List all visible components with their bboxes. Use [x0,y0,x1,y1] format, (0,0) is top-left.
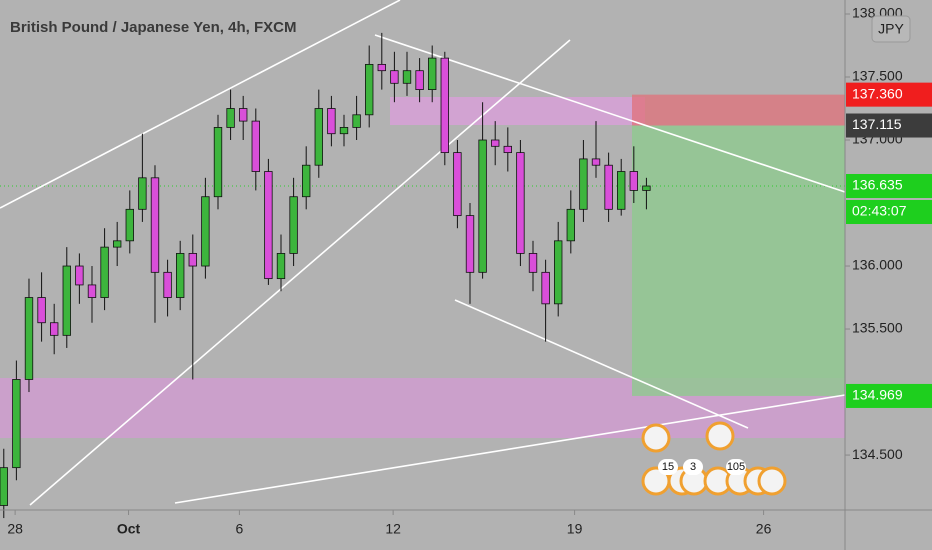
trendline [374,34,846,193]
event-badge [683,459,703,475]
countdown-box [846,200,932,225]
price-label-box [846,383,932,408]
event-icon [641,423,671,453]
candle-body [201,196,210,267]
candle-body [453,152,462,217]
candle-body [62,265,71,336]
event-badge [726,459,746,475]
candle-body [0,467,8,506]
countdown: 02:43:07 [852,203,907,219]
axes: 134.500135.500136.000137.000137.500138.0… [7,5,932,537]
candle-body [125,208,134,242]
candle-body [516,152,525,254]
candle-body [75,265,84,286]
candle-body [302,164,311,198]
candle-body [213,127,223,198]
candle-body [226,108,235,128]
candle-body [87,284,97,298]
trendline [0,0,401,209]
candle-body [289,196,298,254]
candle-body [491,139,500,147]
x-tick-label: 19 [567,521,583,537]
price-label-box [846,174,932,199]
candle-body [579,158,588,210]
candle-body [163,271,172,298]
events: 15 3 105 [641,421,787,496]
candle-body [50,322,59,336]
x-tick-label: 26 [756,521,772,537]
candle-body [503,145,512,154]
y-tick-label: 134.500 [852,446,903,462]
position-box [0,94,845,396]
trendline [29,39,571,506]
candle-body [566,208,575,242]
candle-body [591,158,601,166]
candle-body [176,253,185,298]
x-tick-label: 28 [7,521,23,537]
candle-body [239,108,248,122]
candle-body [465,215,475,273]
candle-body [415,70,424,90]
candle-body [402,70,412,84]
stop-zone [632,94,845,126]
candle-body [314,108,323,166]
candle-body [554,240,563,305]
candle-body [629,171,638,191]
y-tick-label: 137.500 [852,68,903,84]
candle-body [264,171,273,280]
candle-body [339,127,349,135]
candle-body [642,185,651,191]
candle-body [440,57,449,154]
x-tick-label: 12 [385,521,401,537]
candle-body [365,63,374,116]
candle-body [24,297,34,380]
candle-body [150,177,160,273]
event-badge [658,459,678,475]
candle-body [604,164,613,210]
candle-body [37,297,46,324]
candle-body [188,253,197,267]
candle-body [327,108,336,135]
candle-body [617,171,626,210]
candle-body [352,114,361,128]
trendline [454,299,749,429]
event-count: 3 [690,461,696,473]
zone-upper [390,97,645,125]
candle-body [478,139,487,273]
trendlines [0,0,846,506]
candle-body [113,240,122,248]
price-label: 136.635 [852,177,903,193]
event-count: 15 [662,461,674,473]
event-count: 105 [727,461,745,473]
currency-button[interactable] [871,15,911,43]
candle-body [528,253,538,273]
candle-body [377,63,386,72]
candle-body [138,177,147,210]
y-tick-label: 135.500 [852,320,903,336]
event-icon [757,466,787,496]
trendline [174,394,846,504]
price-label: 134.969 [852,387,903,403]
candle-body [390,70,399,84]
candle-body [541,271,550,305]
candles [0,32,651,519]
candle-body [251,120,260,172]
x-tick-label: 6 [236,521,244,537]
chart-title: British Pound / Japanese Yen, 4h, FXCM [10,19,296,36]
candle-body [100,246,109,298]
price-label-box [846,82,932,107]
target-zone [632,125,845,396]
x-tick-label: Oct [117,521,141,537]
candle-body [428,57,437,90]
candle-body [12,379,21,469]
price-label: 137.360 [852,85,903,101]
candle-body [276,253,286,280]
y-tick-label: 136.000 [852,257,903,273]
event-icon [705,421,735,451]
price-label-box [846,113,932,138]
price-label: 137.115 [852,116,902,132]
currency-label: JPY [878,21,904,37]
